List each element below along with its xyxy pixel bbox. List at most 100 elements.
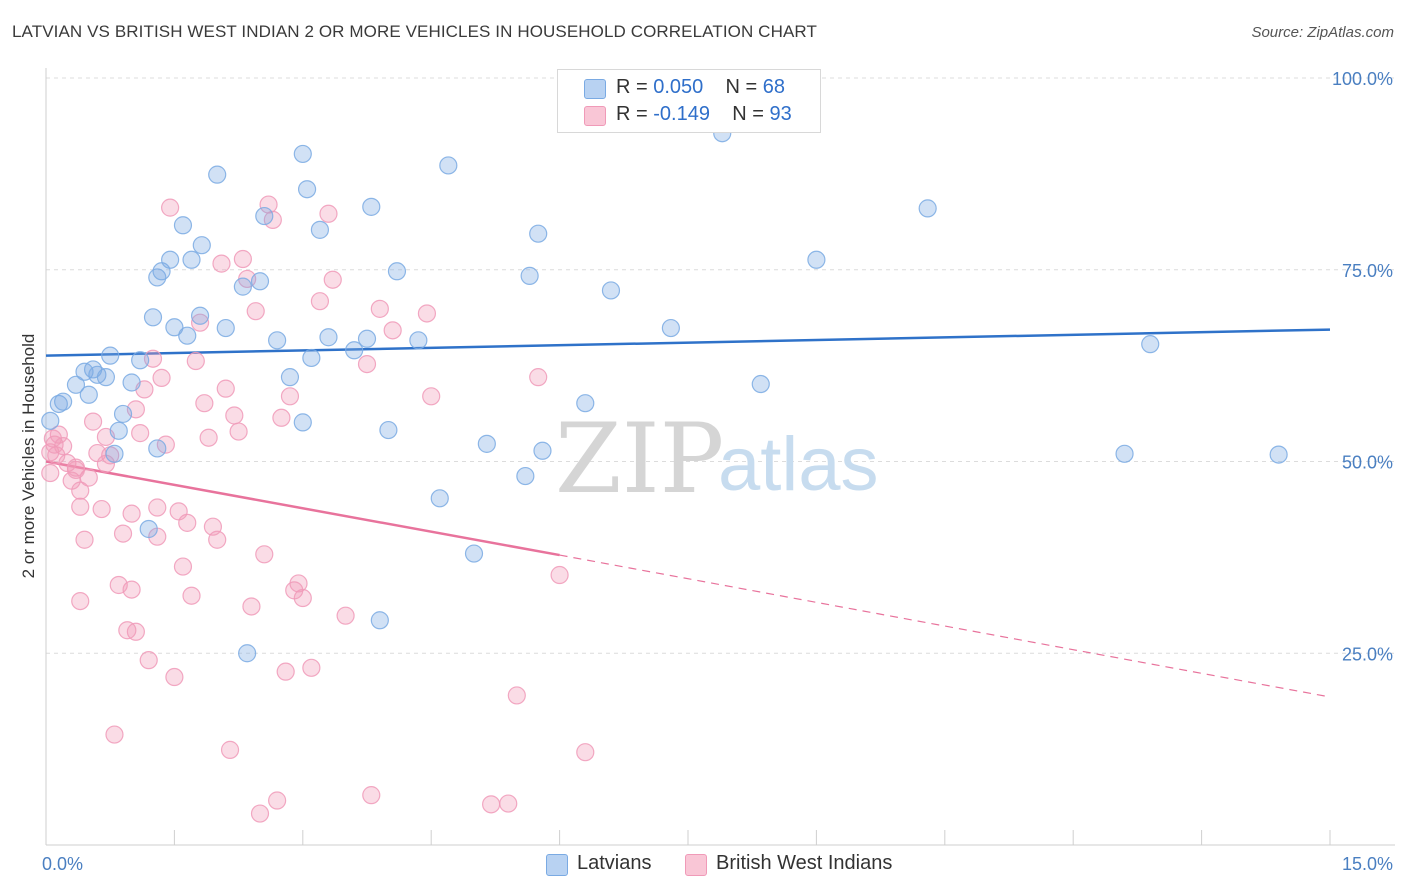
- latvian-point-3: [66, 375, 86, 394]
- legend-swatch-bwi: [584, 106, 606, 126]
- bwi-point-60: [255, 545, 274, 564]
- latvian-point-64: [1141, 335, 1160, 354]
- x-tick-label-max: 15.0%: [1342, 854, 1393, 874]
- latvian-point-11: [109, 421, 128, 440]
- latvian-point-13: [122, 373, 141, 392]
- bwi-point-74: [336, 606, 355, 625]
- latvian-point-45: [379, 420, 398, 440]
- trend-line-bwi: [45, 460, 560, 557]
- trend-line-bwi-extrapolated: [559, 554, 1331, 698]
- latvian-point-23: [178, 326, 197, 345]
- bwi-point-1: [41, 463, 60, 483]
- bwi-point-24: [113, 524, 133, 543]
- latvian-point-9: [101, 346, 120, 365]
- bwi-point-30: [131, 424, 150, 443]
- bwi-point-34: [148, 498, 167, 517]
- chart-title: LATVIAN VS BRITISH WEST INDIAN 2 OR MORE…: [12, 22, 817, 41]
- latvian-point-5: [79, 385, 98, 404]
- bwi-point-26: [122, 580, 141, 599]
- latvian-point-65: [1269, 445, 1288, 464]
- bwi-point-77: [370, 299, 389, 318]
- bwi-point-84: [529, 368, 548, 387]
- legend-r-label: R =: [616, 103, 648, 125]
- bwi-point-5: [49, 425, 68, 444]
- latvian-point-39: [310, 220, 330, 239]
- y-tick-label-50: 50.0%: [1342, 453, 1393, 473]
- bwi-point-28: [126, 622, 145, 641]
- latvian-point-46: [387, 262, 407, 281]
- latvian-point-60: [751, 374, 770, 394]
- bwi-point-55: [233, 249, 252, 269]
- bwi-point-46: [195, 394, 214, 413]
- latvian-point-16: [143, 308, 163, 327]
- y-axis-label: 2 or more Vehicles in Household: [19, 334, 38, 579]
- latvian-point-61: [807, 250, 826, 269]
- latvian-point-31: [250, 272, 270, 291]
- bwi-point-42: [178, 513, 197, 532]
- latvian-point-53: [520, 266, 539, 285]
- legend-n-label: N =: [725, 76, 758, 98]
- latvian-point-58: [661, 318, 680, 338]
- latvian-point-52: [516, 466, 535, 486]
- y-tick-label-100: 100.0%: [1332, 69, 1393, 89]
- gridlines: [46, 77, 1395, 654]
- trend-lines: [45, 328, 1331, 698]
- latvian-points: [41, 124, 1288, 663]
- bwi-point-44: [186, 351, 205, 371]
- latvian-point-36: [293, 144, 312, 164]
- bwi-point-78: [383, 321, 402, 340]
- bwi-point-80: [422, 387, 441, 406]
- bwi-point-54: [229, 422, 248, 441]
- latvian-point-15: [139, 519, 158, 539]
- bwi-point-43: [182, 586, 201, 605]
- bwi-point-49: [208, 530, 227, 549]
- latvian-point-63: [1115, 444, 1134, 463]
- bwi-point-82: [499, 794, 518, 813]
- latvian-point-34: [280, 368, 300, 387]
- latvian-point-56: [576, 394, 595, 413]
- latvian-point-44: [370, 611, 389, 630]
- bwi-point-79: [417, 304, 437, 323]
- latvian-point-47: [409, 331, 428, 350]
- latvian-point-51: [477, 434, 496, 453]
- bwi-point-52: [220, 740, 240, 759]
- bwi-point-16: [83, 412, 103, 431]
- bottom-legend-swatch-bwi: [685, 854, 707, 876]
- latvian-point-40: [319, 328, 338, 347]
- bwi-point-57: [242, 597, 261, 616]
- bwi-point-76: [362, 786, 381, 805]
- bwi-point-50: [212, 254, 231, 273]
- bwi-point-68: [289, 574, 308, 593]
- bwi-point-10: [66, 458, 86, 477]
- bwi-point-14: [75, 530, 94, 549]
- bottom-legend-label-bwi: British West Indians: [716, 852, 893, 874]
- latvian-point-48: [430, 489, 449, 508]
- latvian-point-0: [41, 411, 60, 430]
- bwi-point-45: [190, 313, 210, 332]
- watermark-zip: ZIP: [555, 403, 724, 515]
- latvian-point-41: [345, 341, 364, 360]
- latvian-point-25: [190, 306, 210, 325]
- latvian-point-26: [192, 236, 211, 255]
- legend-r-value-bwi: -0.149: [653, 103, 710, 125]
- latvian-point-27: [208, 165, 227, 184]
- latvian-point-20: [161, 250, 180, 269]
- bwi-point-70: [302, 658, 321, 677]
- latvian-point-22: [173, 216, 193, 235]
- bwi-point-32: [139, 651, 158, 670]
- latvian-point-14: [131, 351, 150, 370]
- latvian-point-54: [529, 224, 548, 243]
- bwi-points: [41, 195, 595, 823]
- x-tick-label-min: 0.0%: [42, 854, 83, 874]
- latvian-point-42: [357, 329, 377, 348]
- bwi-point-65: [276, 662, 295, 681]
- bwi-point-73: [323, 270, 342, 289]
- watermark-atlas: atlas: [718, 422, 879, 507]
- latvian-point-12: [113, 404, 133, 424]
- bwi-point-58: [246, 302, 265, 321]
- latvian-point-38: [302, 348, 321, 368]
- legend-swatch-latvians: [584, 79, 606, 99]
- y-tick-label-75: 75.0%: [1342, 261, 1393, 281]
- legend-r-value-latvians: 0.050: [653, 76, 704, 98]
